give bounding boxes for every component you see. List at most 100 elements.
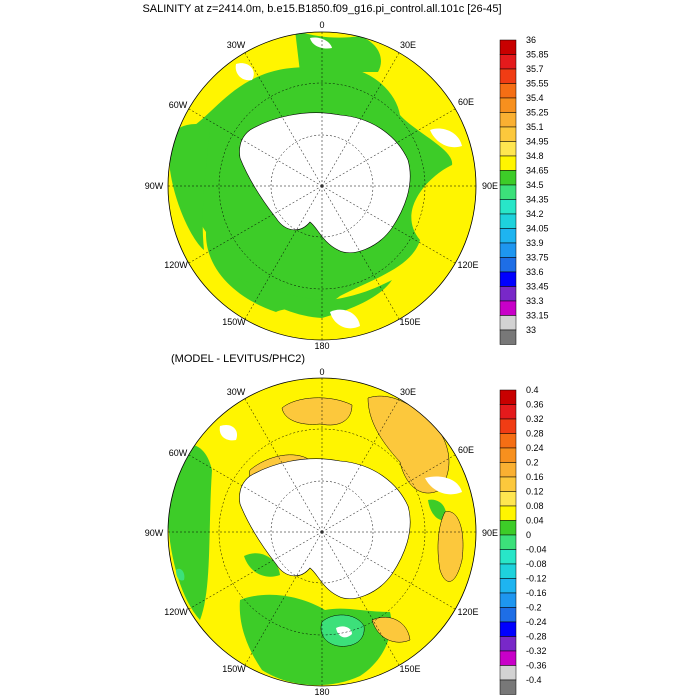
colorbar-label: 0.36 <box>526 400 544 410</box>
lon-label: 60W <box>169 100 188 110</box>
colorbar-label: 33.45 <box>526 282 549 292</box>
lon-label: 90W <box>145 181 164 191</box>
panel-salinity: SALINITY at z=2414.0m, b.e15.B1850.f09_g… <box>142 3 548 351</box>
colorbar-swatch <box>499 68 517 84</box>
field-band-patch <box>244 553 280 577</box>
colorbar-label: 34.65 <box>526 166 549 176</box>
colorbar-label: -0.04 <box>526 545 547 555</box>
colorbar-swatch <box>499 141 517 157</box>
colorbar-label: -0.16 <box>526 588 547 598</box>
colorbar-swatch <box>499 389 517 405</box>
colorbar-label: 0.04 <box>526 516 544 526</box>
colorbar-swatch <box>499 242 517 258</box>
colorbar-swatch <box>499 39 517 55</box>
colorbar-label: 36 <box>526 35 536 45</box>
land-patch <box>425 476 462 495</box>
colorbar-swatch <box>499 447 517 463</box>
map-boundary <box>167 31 477 341</box>
longitude-labels: 0 30E 60E 90E 120E 150E 180 150W 120W 90… <box>145 20 498 351</box>
map-field <box>168 32 476 340</box>
colorbar-swatch <box>499 650 517 666</box>
land-patch <box>310 37 332 49</box>
field-minimum <box>176 568 185 581</box>
colorbar-label: 33.6 <box>526 267 544 277</box>
colorbar-label: 0 <box>526 530 531 540</box>
colorbar-swatch <box>499 300 517 316</box>
land-patch <box>219 424 238 441</box>
colorbar-label: 33.15 <box>526 311 549 321</box>
land-patch <box>330 309 360 329</box>
colorbar-label: -0.32 <box>526 646 547 656</box>
colorbar-swatch <box>499 213 517 229</box>
colorbar-swatch <box>499 636 517 652</box>
colorbar-label: 35.55 <box>526 79 549 89</box>
colorbar-label: 33.9 <box>526 238 544 248</box>
panel-difference: (MODEL - LEVITUS/PHC2) <box>145 353 547 697</box>
colorbar-swatch <box>499 549 517 565</box>
colorbar-label: -0.4 <box>526 675 542 685</box>
colorbar-label: 33.3 <box>526 296 544 306</box>
colorbar-swatch <box>499 679 517 695</box>
colorbar-label: 34.05 <box>526 224 549 234</box>
colorbar-label: 0.4 <box>526 385 539 395</box>
field-patch <box>371 616 411 643</box>
lon-label: 30E <box>400 40 416 50</box>
colorbar-label: 34.95 <box>526 137 549 147</box>
graticule <box>168 32 476 340</box>
lon-label: 90E <box>482 181 498 191</box>
lon-label: 120E <box>457 260 478 270</box>
land-patch <box>430 128 462 148</box>
colorbar-label: -0.08 <box>526 559 547 569</box>
longitude-labels: 0 30E 60E 90E 120E 150E 180 150W 120W 90… <box>145 367 498 697</box>
colorbar-swatch <box>499 505 517 521</box>
field-band-west <box>170 124 210 250</box>
lon-label: 180 <box>314 687 329 697</box>
field-band-east <box>428 499 447 521</box>
colorbar-swatch <box>499 592 517 608</box>
colorbar-label: 0.16 <box>526 472 544 482</box>
lon-label: 30E <box>400 387 416 397</box>
colorbar-swatch <box>499 54 517 70</box>
lon-label: 120E <box>457 607 478 617</box>
colorbar-swatch <box>499 184 517 200</box>
colorbar-swatch <box>499 404 517 420</box>
colorbar-label: 35.4 <box>526 93 544 103</box>
colorbar-swatch <box>499 433 517 449</box>
colorbar-swatch <box>499 126 517 142</box>
colorbar-label: -0.2 <box>526 603 542 613</box>
lon-label: 150E <box>399 664 420 674</box>
field-band-south <box>238 278 392 318</box>
lon-label: 30W <box>227 40 246 50</box>
colorbar-label: 34.35 <box>526 195 549 205</box>
lon-label: 60W <box>169 448 188 458</box>
map-field <box>168 378 476 686</box>
field-patch <box>437 511 464 582</box>
colorbar-swatch <box>499 170 517 186</box>
panel-title: SALINITY at z=2414.0m, b.e15.B1850.f09_g… <box>142 3 501 15</box>
colorbar-swatch <box>499 520 517 536</box>
colorbar-label: 0.08 <box>526 501 544 511</box>
land-patch <box>235 63 254 81</box>
graticule <box>168 378 476 686</box>
colorbar-label: 0.32 <box>526 414 544 424</box>
colorbar-label: 34.8 <box>526 151 544 161</box>
colorbar: 0.4 0.36 0.32 0.28 0.24 0.2 0.16 0.12 0.08 0.04 0 -… <box>499 385 547 695</box>
colorbar-swatch <box>499 329 517 345</box>
colorbar-label: 35.25 <box>526 108 549 118</box>
colorbar-swatch <box>499 607 517 623</box>
colorbar-swatch <box>499 462 517 478</box>
colorbar-swatch <box>499 97 517 113</box>
colorbar-label: 33.75 <box>526 253 549 263</box>
colorbar-swatch <box>499 286 517 302</box>
colorbar-label: -0.12 <box>526 574 547 584</box>
colorbar-label: 0.2 <box>526 458 539 468</box>
lon-label: 150E <box>399 317 420 327</box>
map-boundary <box>167 377 477 687</box>
colorbar-label: 0.28 <box>526 429 544 439</box>
colorbar-swatch <box>499 418 517 434</box>
lon-label: 60E <box>458 97 474 107</box>
lon-label: 150W <box>222 664 246 674</box>
colorbar-swatch <box>499 257 517 273</box>
colorbar-label: -0.28 <box>526 632 547 642</box>
colorbar-label: 34.5 <box>526 180 544 190</box>
